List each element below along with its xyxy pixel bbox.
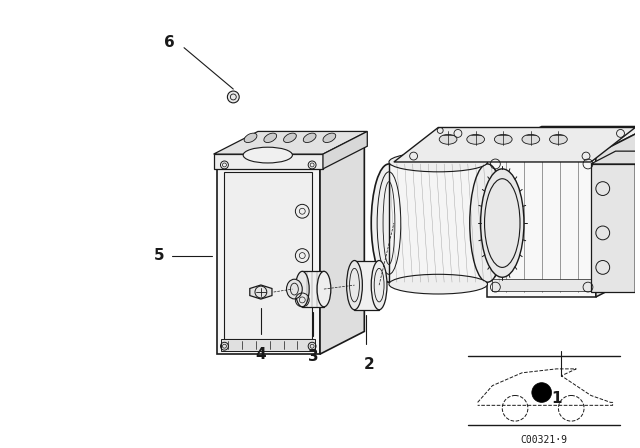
Polygon shape [323, 131, 367, 169]
Ellipse shape [317, 271, 331, 307]
Text: 6: 6 [164, 35, 175, 50]
Polygon shape [596, 126, 640, 297]
Ellipse shape [467, 134, 484, 144]
Ellipse shape [296, 271, 309, 307]
Ellipse shape [284, 133, 296, 142]
Ellipse shape [303, 133, 316, 142]
Polygon shape [488, 126, 640, 154]
Circle shape [227, 91, 239, 103]
Text: 3: 3 [308, 349, 319, 364]
Ellipse shape [439, 134, 457, 144]
Polygon shape [214, 154, 323, 169]
Polygon shape [320, 134, 364, 354]
Ellipse shape [550, 134, 567, 144]
Bar [389, 164, 488, 282]
Text: 1: 1 [551, 391, 562, 405]
Polygon shape [216, 134, 364, 157]
Circle shape [532, 383, 552, 402]
Text: 4: 4 [255, 347, 266, 362]
Ellipse shape [481, 169, 524, 277]
Ellipse shape [323, 133, 336, 142]
Polygon shape [355, 260, 379, 310]
Ellipse shape [522, 134, 540, 144]
Bar [225, 172, 312, 339]
Polygon shape [488, 154, 596, 297]
Ellipse shape [243, 147, 292, 163]
Ellipse shape [371, 164, 406, 282]
Ellipse shape [371, 260, 387, 310]
Bar [492, 279, 591, 291]
Text: C00321·9: C00321·9 [520, 435, 568, 445]
Polygon shape [591, 164, 636, 292]
Polygon shape [394, 128, 636, 162]
Ellipse shape [287, 279, 302, 299]
Bar [221, 339, 315, 351]
Text: 5: 5 [154, 248, 164, 263]
Polygon shape [636, 151, 640, 292]
Ellipse shape [389, 274, 488, 294]
Ellipse shape [494, 134, 512, 144]
Polygon shape [591, 151, 640, 164]
Ellipse shape [264, 133, 276, 142]
Polygon shape [250, 285, 272, 299]
Polygon shape [302, 271, 324, 307]
Text: 2: 2 [364, 357, 374, 372]
Polygon shape [216, 157, 320, 354]
Ellipse shape [470, 164, 505, 282]
Polygon shape [214, 131, 367, 154]
Ellipse shape [244, 133, 257, 142]
Ellipse shape [389, 152, 488, 172]
Ellipse shape [347, 260, 362, 310]
